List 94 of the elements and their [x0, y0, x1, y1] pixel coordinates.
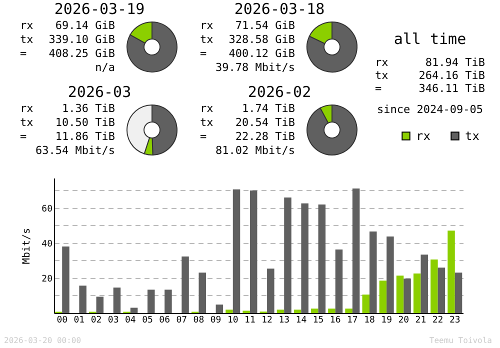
text: rx 69.14 GiB: [20, 19, 115, 32]
bar: [182, 256, 189, 313]
y-tick-label: 40: [42, 239, 52, 250]
bar: [216, 304, 224, 313]
bar: [335, 250, 343, 313]
bar: [438, 268, 446, 313]
chart-title: 2026-03: [68, 83, 132, 101]
legend-label: rx: [416, 129, 430, 143]
x-tick-label: 00: [56, 316, 68, 326]
x-tick-label: 17: [347, 316, 358, 326]
x-tick-label: 02: [90, 316, 102, 326]
text: = 11.86 TiB: [20, 130, 115, 143]
bar: [226, 310, 233, 313]
text: rx 1.74 TiB: [200, 102, 295, 115]
text: rx 81.94 TiB: [375, 56, 485, 69]
text: = 408.25 GiB: [20, 47, 115, 60]
text: tx 339.10 GiB: [20, 33, 115, 46]
bar: [448, 230, 455, 313]
bar: [276, 310, 284, 313]
bar: [301, 203, 308, 313]
bar: [420, 254, 428, 313]
bar: [198, 272, 206, 313]
bar: [311, 308, 318, 313]
x-tick-label: 06: [159, 316, 170, 326]
text: all time: [392, 30, 468, 48]
bar: [62, 246, 70, 313]
bar: [345, 308, 352, 313]
bar: [148, 290, 155, 313]
donut-slice: [126, 22, 178, 72]
x-tick-label: 21: [415, 316, 426, 326]
bar: [404, 278, 411, 313]
chart-title: 2026-02: [248, 83, 312, 101]
bar: [328, 308, 336, 313]
bar: [96, 296, 104, 313]
text: = 346.11 TiB: [375, 82, 485, 95]
text: rx 71.54 GiB: [200, 19, 295, 32]
text: tx 264.16 TiB: [375, 69, 485, 82]
chart-title: 2026-03-19: [54, 0, 145, 18]
x-tick-label: 19: [381, 316, 392, 326]
bar: [113, 288, 121, 313]
text: 39.78 Mbit/s: [216, 61, 295, 74]
legend-label: tx: [465, 129, 480, 143]
y-axis-title: Mbit/s: [22, 228, 33, 264]
bar: [232, 189, 240, 313]
bar: [294, 310, 302, 313]
y-tick-label: 20: [42, 274, 52, 284]
bar: [250, 190, 258, 313]
bar: [284, 197, 292, 313]
bar: [454, 272, 462, 313]
text: = 22.28 TiB: [200, 130, 295, 143]
bar: [379, 280, 387, 313]
text: tx 10.50 TiB: [20, 116, 115, 129]
x-tick-label: 20: [398, 316, 410, 326]
text: rx 1.36 TiB: [20, 102, 115, 115]
x-tick-label: 05: [142, 316, 153, 326]
x-tick-label: 23: [449, 316, 460, 326]
bar: [164, 290, 172, 313]
x-tick-label: 03: [108, 316, 119, 326]
x-tick-label: 15: [312, 316, 324, 326]
x-tick-label: 09: [210, 316, 222, 326]
bar: [79, 286, 86, 313]
bar: [396, 276, 404, 313]
text: 81.02 Mbit/s: [216, 144, 295, 157]
donut-slice: [306, 22, 358, 72]
text: = 400.12 GiB: [200, 47, 295, 60]
text: 63.54 Mbit/s: [36, 144, 115, 157]
text: n/a: [95, 61, 115, 74]
x-tick-label: 04: [125, 316, 136, 326]
x-tick-label: 14: [296, 316, 307, 326]
bar: [386, 236, 394, 313]
text: tx 328.58 GiB: [200, 33, 295, 46]
chart-title: 2026-03-18: [234, 0, 325, 18]
bar: [413, 274, 421, 313]
x-tick-label: 18: [364, 316, 375, 326]
x-tick-label: 16: [330, 316, 341, 326]
bar: [318, 204, 326, 313]
x-tick-label: 07: [176, 316, 188, 326]
donut-slice: [306, 104, 358, 156]
x-tick-label: 13: [278, 316, 290, 326]
bar: [352, 188, 360, 313]
x-tick-label: 12: [262, 316, 272, 326]
bar: [430, 260, 438, 313]
bar: [362, 294, 370, 313]
bar: [267, 268, 274, 313]
x-tick-label: 10: [227, 316, 238, 326]
bar: [130, 308, 138, 313]
x-tick-label: 11: [244, 316, 256, 326]
y-tick-label: 60: [42, 204, 52, 214]
text: tx 20.54 TiB: [200, 116, 295, 129]
x-tick-label: 22: [432, 316, 444, 326]
x-tick-label: 08: [193, 316, 204, 326]
text: since 2024-09-05: [376, 103, 484, 116]
bar: [370, 231, 377, 313]
x-tick-label: 01: [74, 316, 85, 326]
